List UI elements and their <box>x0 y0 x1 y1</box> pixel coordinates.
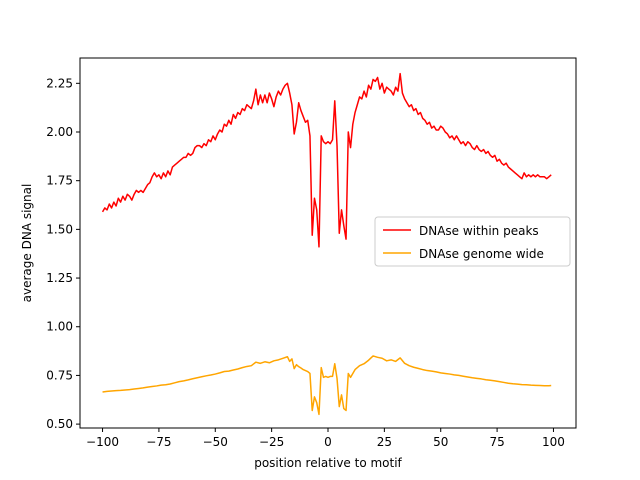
y-tick-label: 1.75 <box>46 174 73 188</box>
y-tick-label: 1.50 <box>46 222 73 236</box>
y-tick-label: 1.25 <box>46 271 73 285</box>
legend-label-genome: DNAse genome wide <box>419 247 544 261</box>
y-tick-label: 0.50 <box>46 417 73 431</box>
series-line-0 <box>101 72 552 248</box>
x-tick-label: 0 <box>324 435 332 449</box>
y-tick-label: 2.00 <box>46 125 73 139</box>
x-tick-label: 50 <box>433 435 448 449</box>
y-axis-label: average DNA signal <box>20 184 34 303</box>
x-tick-label: −50 <box>203 435 228 449</box>
series-line-1 <box>102 355 552 416</box>
y-tick-label: 0.75 <box>46 368 73 382</box>
x-tick-label: −75 <box>146 435 171 449</box>
x-tick-label: −25 <box>259 435 284 449</box>
y-tick-label: 1.00 <box>46 320 73 334</box>
x-tick-label: 100 <box>542 435 565 449</box>
x-tick-label: 25 <box>377 435 392 449</box>
x-axis: −100 −75 −50 −25 0 25 50 75 100 <box>86 428 565 449</box>
plot-lines <box>101 72 552 416</box>
legend: DNAse within peaks DNAse genome wide <box>374 216 571 267</box>
x-axis-label: position relative to motif <box>254 456 402 470</box>
legend-box <box>374 216 571 267</box>
legend-label-peaks: DNAse within peaks <box>419 224 539 238</box>
y-axis: 0.50 0.75 1.00 1.25 1.50 1.75 2.00 2.25 <box>46 76 80 431</box>
x-tick-label: 75 <box>489 435 504 449</box>
x-tick-label: −100 <box>86 435 119 449</box>
y-tick-label: 2.25 <box>46 76 73 90</box>
